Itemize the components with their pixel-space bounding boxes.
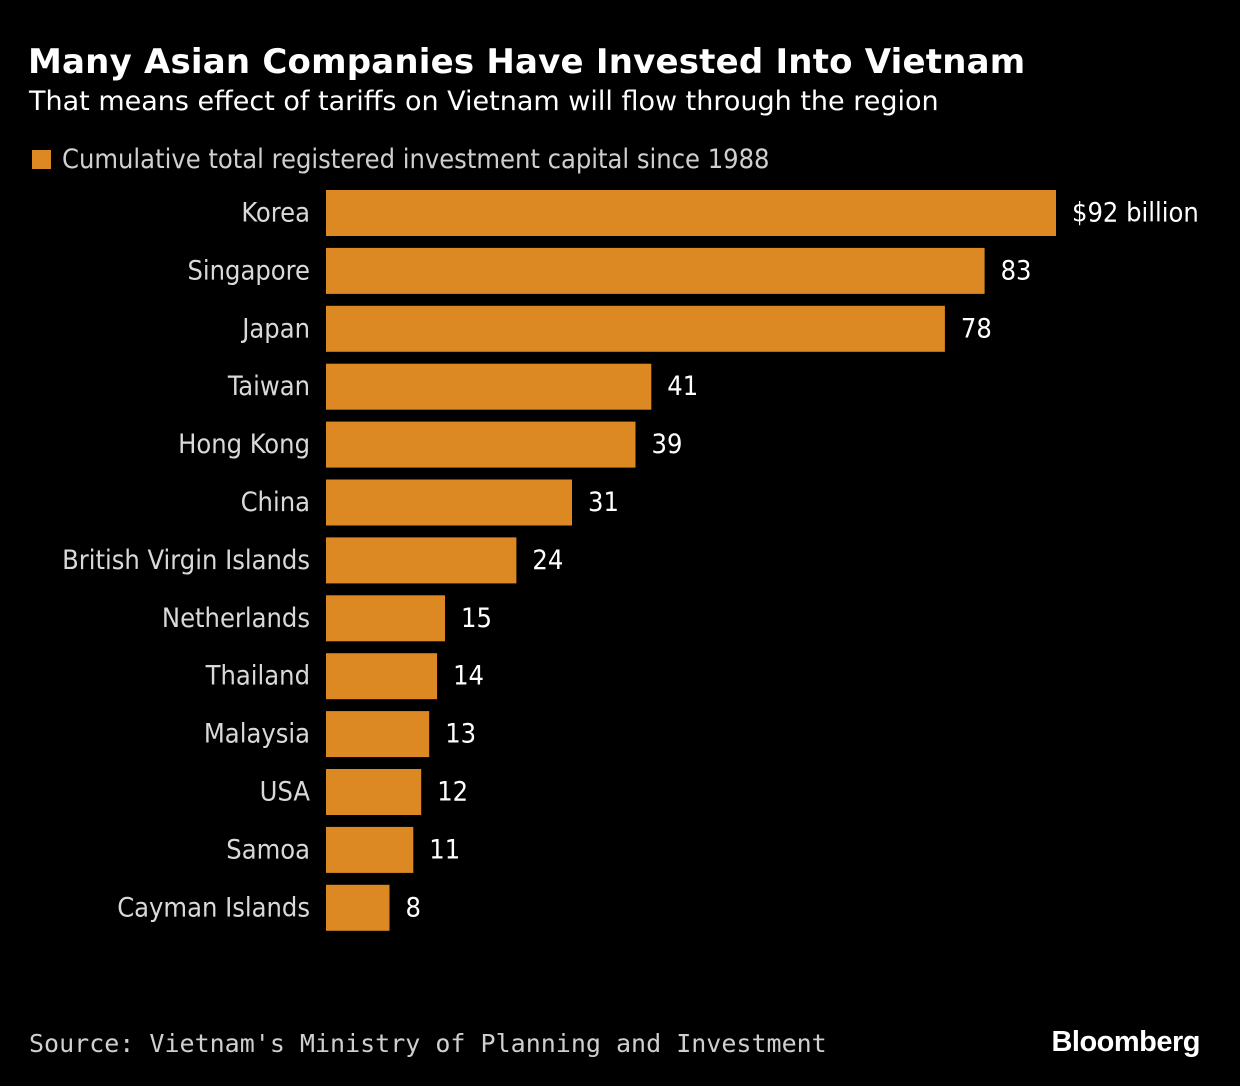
legend-swatch <box>32 149 51 169</box>
data-label: $92 billion <box>1072 198 1199 229</box>
bar-japan <box>326 305 945 352</box>
data-label: 78 <box>961 313 992 344</box>
bar-netherlands <box>326 595 445 642</box>
legend: Cumulative total registered investment c… <box>32 142 770 176</box>
chart-title: Many Asian Companies Have Invested Into … <box>28 42 1026 82</box>
category-label: Korea <box>241 198 310 229</box>
legend-label: Cumulative total registered investment c… <box>62 143 770 175</box>
bar-korea <box>326 190 1056 236</box>
data-label: 83 <box>1001 255 1032 286</box>
data-label: 12 <box>437 777 468 808</box>
category-label: Malaysia <box>204 719 310 750</box>
chart-subtitle: That means effect of tariffs on Vietnam … <box>29 86 939 117</box>
bar-thailand <box>326 653 438 700</box>
data-label: 41 <box>667 371 698 402</box>
category-label: Taiwan <box>227 371 310 402</box>
category-label: Samoa <box>226 834 310 865</box>
bar-taiwan <box>326 363 652 410</box>
data-label: 31 <box>588 487 619 518</box>
category-label: USA <box>260 777 311 808</box>
bar-malaysia <box>326 711 430 758</box>
data-label: 24 <box>532 545 563 576</box>
bar-singapore <box>326 247 985 294</box>
data-label: 39 <box>652 429 683 460</box>
bloomberg-logo: Bloomberg <box>1051 1026 1200 1058</box>
bar-british-virgin-islands <box>326 537 517 584</box>
data-label: 14 <box>453 661 484 692</box>
bar-chart: Korea $92 billion Singapore 83 Japan 78 Taiwan… <box>62 190 1199 931</box>
source-note: Source: Vietnam's Ministry of Planning a… <box>29 1029 827 1058</box>
category-label: Singapore <box>187 255 310 286</box>
bar-samoa <box>326 826 414 873</box>
bar-hong-kong <box>326 421 636 468</box>
category-label: Cayman Islands <box>117 892 310 923</box>
category-label: Netherlands <box>162 603 310 634</box>
data-label: 8 <box>406 892 421 923</box>
data-label: 15 <box>461 603 492 634</box>
category-label: Hong Kong <box>178 429 310 460</box>
bar-china <box>326 479 572 526</box>
bar-usa <box>326 769 422 815</box>
category-label: Thailand <box>205 661 310 692</box>
data-label: 11 <box>429 834 460 865</box>
data-label: 13 <box>445 719 476 750</box>
category-label: Japan <box>240 313 310 344</box>
category-label: China <box>241 487 310 518</box>
bar-cayman-islands <box>326 884 390 931</box>
category-label: British Virgin Islands <box>62 545 310 576</box>
